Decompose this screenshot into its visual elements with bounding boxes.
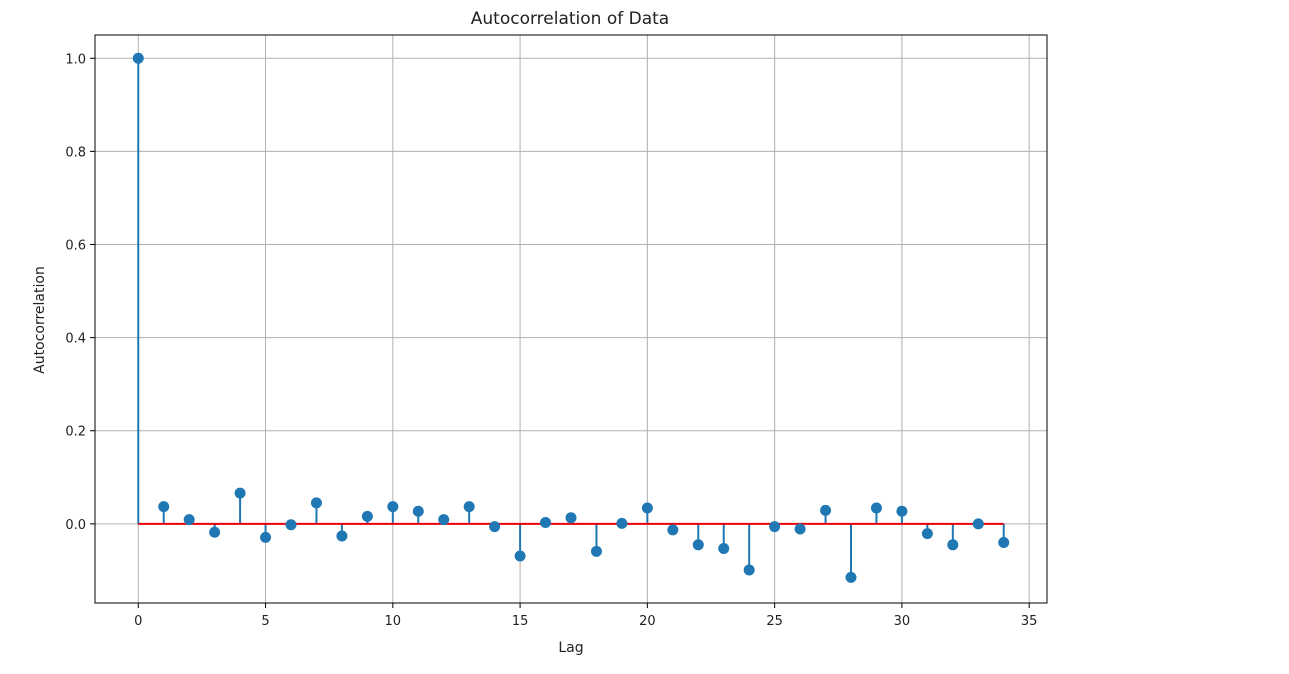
stem-marker xyxy=(998,536,1010,548)
y-tick-label: 1.0 xyxy=(65,52,86,67)
stem-marker xyxy=(794,523,806,535)
stem-marker xyxy=(285,519,297,531)
stem-marker xyxy=(412,505,424,517)
y-tick-label: 0.4 xyxy=(65,332,86,347)
chart-title: Autocorrelation of Data xyxy=(471,9,669,29)
y-tick-label: 0.8 xyxy=(65,145,86,160)
x-tick-label: 5 xyxy=(261,614,269,629)
x-tick-label: 10 xyxy=(385,614,402,629)
y-tick-label: 0.2 xyxy=(65,425,86,440)
stem-marker xyxy=(514,550,526,562)
stem-marker xyxy=(692,539,704,551)
stem-marker xyxy=(158,501,170,513)
stem-marker xyxy=(921,528,933,540)
x-tick-label: 25 xyxy=(766,614,783,629)
y-tick-label: 0.6 xyxy=(65,239,86,254)
stem-marker xyxy=(260,531,272,543)
stem-marker xyxy=(743,564,755,576)
stem-marker xyxy=(641,502,653,514)
x-axis-ticks: 0 5 10 15 20 25 30 35 xyxy=(134,603,1037,629)
stem-lines xyxy=(137,58,1005,578)
stem-marker xyxy=(489,521,501,533)
x-tick-label: 0 xyxy=(134,614,142,629)
x-tick-label: 20 xyxy=(639,614,656,629)
stem-marker xyxy=(209,526,221,538)
stem-marker xyxy=(438,514,450,526)
stem-marker xyxy=(718,543,730,555)
stem-marker xyxy=(310,497,322,509)
x-tick-label: 35 xyxy=(1021,614,1038,629)
y-axis-label: Autocorrelation xyxy=(32,266,48,374)
stem-marker xyxy=(616,517,628,529)
stem-marker xyxy=(234,487,246,499)
y-tick-label: 0.0 xyxy=(65,518,86,533)
stem-marker xyxy=(540,516,552,528)
stem-marker xyxy=(336,530,348,542)
stem-marker xyxy=(667,524,679,536)
x-axis-label: Lag xyxy=(558,640,583,656)
stem-marker xyxy=(870,502,882,514)
stem-marker xyxy=(387,501,399,513)
x-tick-label: 15 xyxy=(512,614,529,629)
stem-marker xyxy=(896,505,908,517)
stem-marker xyxy=(183,514,195,526)
stem-markers xyxy=(132,52,1010,583)
stem-marker xyxy=(361,510,373,522)
stem-marker xyxy=(565,512,577,524)
plot-frame xyxy=(94,34,1048,604)
stem-marker xyxy=(947,539,959,551)
stem-marker xyxy=(590,545,602,557)
y-axis-ticks: 0.0 0.2 0.4 0.6 0.8 1.0 xyxy=(65,52,95,533)
grid-lines xyxy=(95,35,1047,603)
stem-marker xyxy=(820,504,832,516)
stem-marker xyxy=(132,52,144,64)
stem-marker xyxy=(972,518,984,530)
stem-marker xyxy=(463,501,475,513)
stem-marker xyxy=(769,521,781,533)
stem-marker xyxy=(845,571,857,583)
x-tick-label: 30 xyxy=(894,614,911,629)
